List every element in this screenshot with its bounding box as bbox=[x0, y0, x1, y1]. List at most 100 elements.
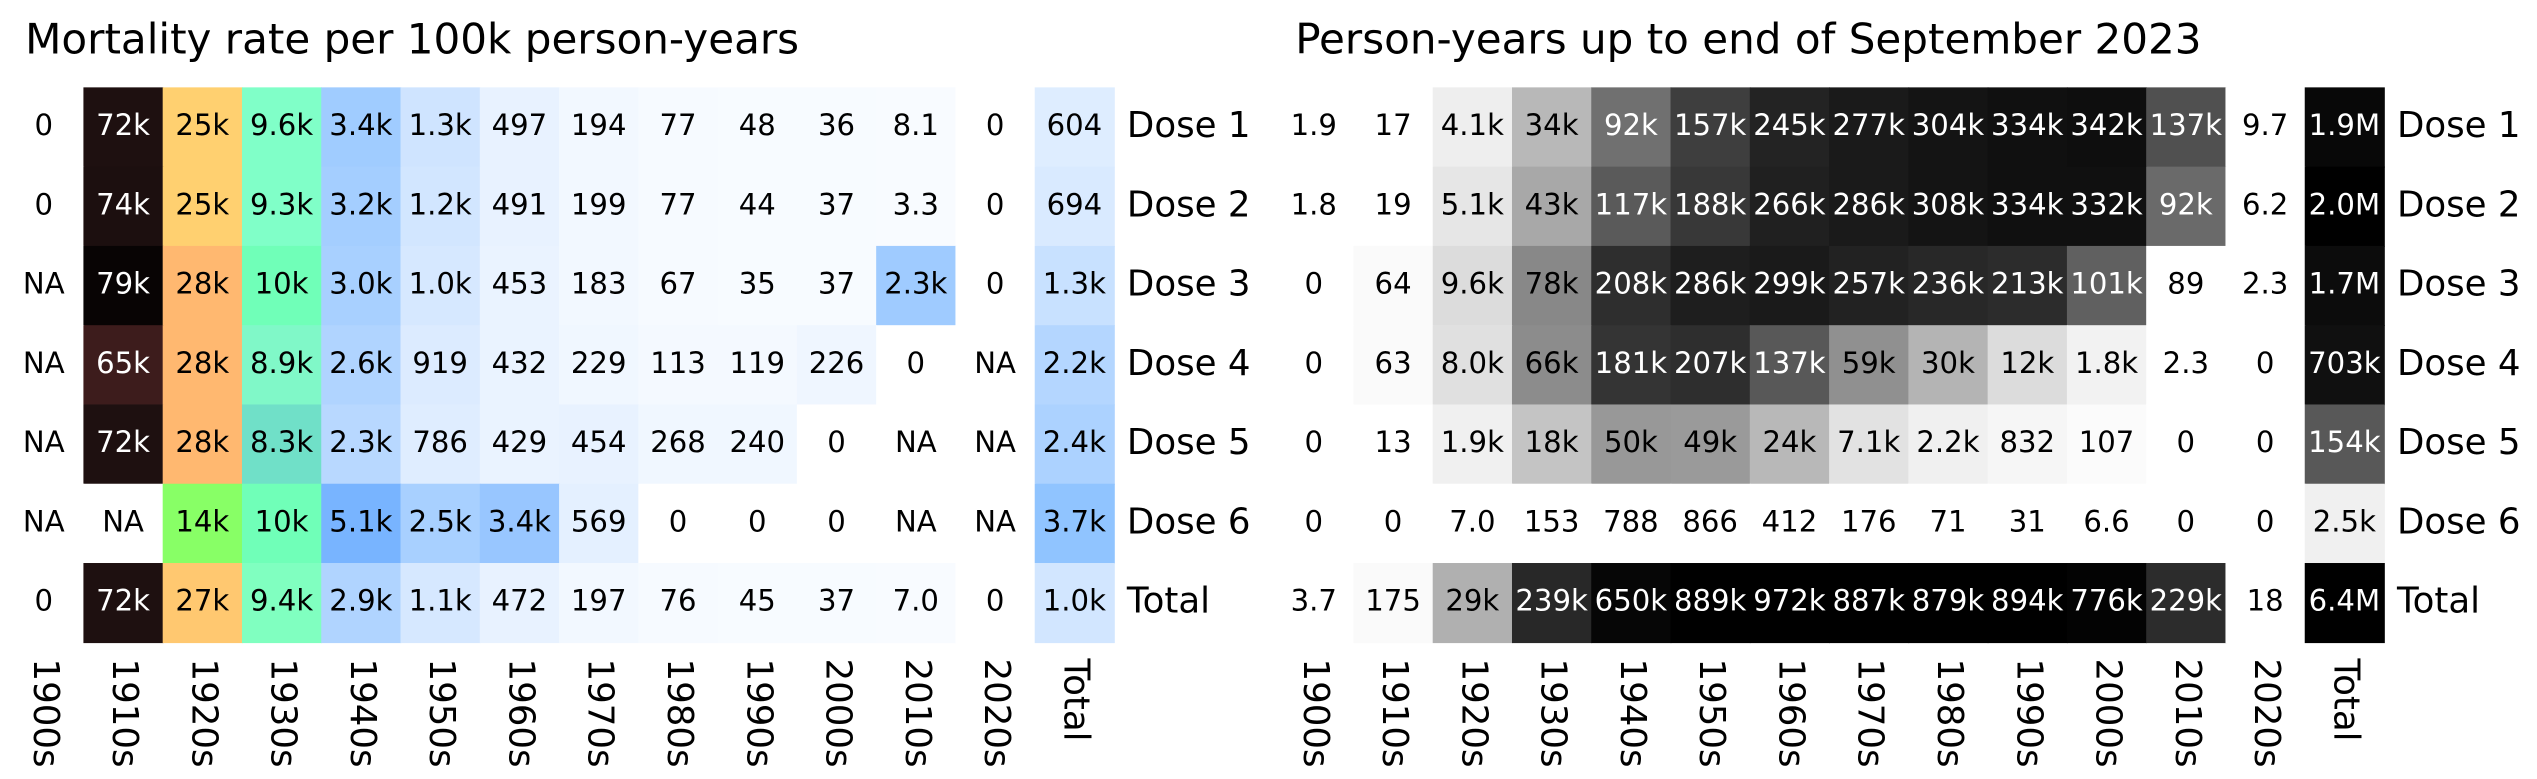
cell bbox=[400, 245, 481, 326]
cell-label: 7.1k bbox=[1837, 425, 1900, 459]
cell-label: 472 bbox=[492, 584, 548, 618]
cell bbox=[241, 87, 323, 168]
row-label: Dose 6 bbox=[2397, 501, 2521, 542]
cell-label: 28k bbox=[175, 425, 229, 459]
cell-label: 10k bbox=[255, 504, 309, 538]
cell-label: 2.3k bbox=[329, 425, 392, 459]
cell bbox=[83, 166, 164, 247]
cell bbox=[83, 404, 164, 485]
cell bbox=[4, 166, 85, 247]
cell bbox=[1432, 483, 1513, 564]
cell-label: 694 bbox=[1047, 187, 1103, 221]
cell bbox=[400, 325, 481, 406]
cell-label: 14k bbox=[175, 504, 229, 538]
cell bbox=[1749, 245, 1830, 326]
cell-label: 45 bbox=[739, 584, 776, 618]
cell bbox=[2146, 483, 2227, 564]
cell bbox=[1749, 563, 1830, 644]
cell bbox=[638, 245, 719, 326]
column-label: 1990s bbox=[2008, 658, 2049, 767]
cell bbox=[2066, 166, 2147, 247]
cell-label: 29k bbox=[1445, 584, 1499, 618]
cell-label: NA bbox=[23, 267, 65, 301]
cell-label: 0 bbox=[2256, 425, 2275, 459]
cell bbox=[2304, 404, 2385, 485]
cell-label: 49k bbox=[1683, 425, 1737, 459]
cell-label: 1.1k bbox=[409, 584, 472, 618]
cell-label: 229k bbox=[2150, 584, 2223, 618]
cell bbox=[1829, 325, 1910, 406]
cell-label: 8.9k bbox=[250, 346, 313, 380]
row-label: Total bbox=[1126, 581, 1210, 622]
cell bbox=[162, 166, 243, 247]
cell bbox=[1353, 245, 1434, 326]
cell bbox=[2225, 87, 2306, 168]
column-label: 1920s bbox=[183, 658, 224, 767]
cell-label: 79k bbox=[96, 267, 150, 301]
cell bbox=[717, 563, 798, 644]
cell-label: 286k bbox=[1833, 187, 1906, 221]
cell bbox=[83, 325, 164, 406]
cell bbox=[479, 563, 560, 644]
cell-label: 2.3k bbox=[884, 267, 947, 301]
cell bbox=[1432, 166, 1513, 247]
cell bbox=[1908, 87, 1989, 168]
cell-label: 299k bbox=[1753, 267, 1826, 301]
cell bbox=[638, 563, 719, 644]
cell bbox=[1670, 404, 1751, 485]
cell bbox=[83, 563, 164, 644]
cell-label: 334k bbox=[1991, 108, 2064, 142]
cell-label: 157k bbox=[1674, 108, 1747, 142]
cell-label: 50k bbox=[1604, 425, 1658, 459]
column-label: 2010s bbox=[2167, 658, 2208, 767]
cell bbox=[1511, 563, 1593, 644]
cell-label: 257k bbox=[1833, 267, 1906, 301]
cell bbox=[559, 483, 640, 564]
cell-label: 788 bbox=[1603, 504, 1659, 538]
cell bbox=[1274, 404, 1355, 485]
column-label: 2010s bbox=[897, 658, 938, 767]
cell-label: 0 bbox=[1305, 504, 1324, 538]
cell-label: 879k bbox=[1912, 584, 1985, 618]
cell-label: 0 bbox=[669, 504, 688, 538]
column-label: Total bbox=[1055, 657, 1096, 741]
cell-label: 277k bbox=[1833, 108, 1906, 142]
cell-label: 188k bbox=[1674, 187, 1747, 221]
row-label: Dose 3 bbox=[2397, 264, 2521, 305]
cell bbox=[162, 404, 243, 485]
cell bbox=[876, 325, 957, 406]
cell-label: 37 bbox=[818, 267, 855, 301]
cell bbox=[2146, 325, 2227, 406]
cell-label: NA bbox=[895, 425, 937, 459]
column-label: 1910s bbox=[104, 658, 145, 767]
cell bbox=[1274, 166, 1355, 247]
cell bbox=[2304, 483, 2385, 564]
cell bbox=[400, 166, 481, 247]
cell-label: 1.9 bbox=[1291, 108, 1337, 142]
cell bbox=[796, 563, 877, 644]
cell-label: 64 bbox=[1375, 267, 1412, 301]
cell-label: 0 bbox=[986, 108, 1005, 142]
cell bbox=[1670, 325, 1751, 406]
cell-label: 268 bbox=[650, 425, 706, 459]
cell-label: 48 bbox=[739, 108, 776, 142]
cell bbox=[1511, 245, 1593, 326]
cell-label: 0 bbox=[1305, 267, 1324, 301]
cell bbox=[1908, 166, 1989, 247]
cell bbox=[796, 325, 877, 406]
cell-label: 194 bbox=[571, 108, 627, 142]
cell-label: 183 bbox=[571, 267, 627, 301]
cell bbox=[638, 325, 719, 406]
cell bbox=[1908, 563, 1989, 644]
cell-label: 894k bbox=[1991, 584, 2064, 618]
cell bbox=[83, 245, 164, 326]
column-label: 1970s bbox=[1850, 658, 1891, 767]
cell-label: 66k bbox=[1525, 346, 1579, 380]
cell bbox=[1591, 563, 1672, 644]
cell bbox=[638, 483, 719, 564]
cell bbox=[1034, 87, 1115, 168]
cell-label: 3.3 bbox=[893, 187, 939, 221]
cell-label: 1.3k bbox=[1043, 267, 1106, 301]
cell-label: 9.6k bbox=[1441, 267, 1504, 301]
cell bbox=[638, 166, 719, 247]
